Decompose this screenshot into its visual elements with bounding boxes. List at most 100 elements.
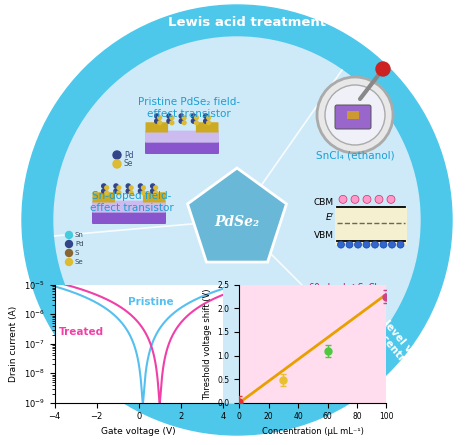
Circle shape xyxy=(207,116,210,120)
Text: Pristine: Pristine xyxy=(128,297,174,307)
Circle shape xyxy=(151,184,155,188)
Text: Treated: Treated xyxy=(59,327,104,337)
FancyBboxPatch shape xyxy=(146,122,168,133)
Circle shape xyxy=(129,186,133,190)
Circle shape xyxy=(167,114,171,118)
Text: Lewis acid treatment: Lewis acid treatment xyxy=(168,16,326,28)
FancyBboxPatch shape xyxy=(145,130,219,143)
Circle shape xyxy=(102,184,106,188)
Circle shape xyxy=(204,119,208,123)
Circle shape xyxy=(179,119,183,123)
Circle shape xyxy=(155,114,159,118)
Circle shape xyxy=(138,189,143,193)
Text: SnCl₄ (ethanol): SnCl₄ (ethanol) xyxy=(316,150,394,160)
Circle shape xyxy=(376,62,390,76)
Circle shape xyxy=(114,184,118,188)
Circle shape xyxy=(158,121,162,125)
Circle shape xyxy=(113,151,121,159)
Circle shape xyxy=(207,121,210,125)
Text: Se: Se xyxy=(124,159,133,169)
Circle shape xyxy=(117,186,121,190)
Bar xyxy=(335,207,407,245)
FancyBboxPatch shape xyxy=(143,192,165,202)
Circle shape xyxy=(397,241,404,248)
Text: Se: Se xyxy=(75,259,83,265)
Text: VBM: VBM xyxy=(314,231,334,240)
Circle shape xyxy=(380,241,387,248)
Text: PdSe₂: PdSe₂ xyxy=(214,215,260,229)
Text: Sn-doped field-
effect transistor: Sn-doped field- effect transistor xyxy=(90,191,174,213)
X-axis label: Concentration (μL mL⁻¹): Concentration (μL mL⁻¹) xyxy=(262,427,364,436)
Circle shape xyxy=(317,77,393,153)
FancyBboxPatch shape xyxy=(347,111,359,119)
FancyBboxPatch shape xyxy=(145,140,219,154)
Y-axis label: Threshold voltage shift (V): Threshold voltage shift (V) xyxy=(203,288,212,400)
Circle shape xyxy=(363,241,370,248)
Circle shape xyxy=(179,114,183,118)
Circle shape xyxy=(204,114,208,118)
Circle shape xyxy=(151,189,155,193)
Circle shape xyxy=(182,121,186,125)
Circle shape xyxy=(126,184,130,188)
Text: Doping level versus
SnCl₄ concentration: Doping level versus SnCl₄ concentration xyxy=(343,283,435,387)
Circle shape xyxy=(154,186,157,190)
Circle shape xyxy=(191,114,196,118)
Circle shape xyxy=(337,241,345,248)
Circle shape xyxy=(351,195,359,203)
Circle shape xyxy=(138,184,143,188)
Circle shape xyxy=(65,240,73,247)
Circle shape xyxy=(170,116,174,120)
FancyBboxPatch shape xyxy=(92,210,166,224)
Text: CBM: CBM xyxy=(314,198,334,206)
Circle shape xyxy=(167,119,171,123)
Circle shape xyxy=(65,259,73,266)
Text: 60 μL·mL⁻¹ SnCl₄: 60 μL·mL⁻¹ SnCl₄ xyxy=(310,283,381,292)
Circle shape xyxy=(194,116,198,120)
Circle shape xyxy=(155,119,159,123)
Circle shape xyxy=(129,191,133,194)
Y-axis label: Drain current (A): Drain current (A) xyxy=(9,306,18,382)
Text: Eᶠ: Eᶠ xyxy=(326,213,334,222)
Text: S: S xyxy=(75,250,79,256)
Circle shape xyxy=(113,160,121,168)
Circle shape xyxy=(325,85,385,145)
Circle shape xyxy=(105,191,109,194)
Circle shape xyxy=(375,195,383,203)
Circle shape xyxy=(65,250,73,256)
Circle shape xyxy=(54,37,420,403)
Circle shape xyxy=(372,241,379,248)
Text: p-type doping
in transistors: p-type doping in transistors xyxy=(54,297,124,379)
Circle shape xyxy=(126,189,130,193)
Circle shape xyxy=(114,189,118,193)
Polygon shape xyxy=(188,168,286,262)
Circle shape xyxy=(102,189,106,193)
Circle shape xyxy=(158,116,162,120)
Circle shape xyxy=(117,191,121,194)
FancyBboxPatch shape xyxy=(196,122,219,133)
Text: Pristine PdSe₂ field-
effect transistor: Pristine PdSe₂ field- effect transistor xyxy=(138,97,240,119)
Circle shape xyxy=(389,241,395,248)
Circle shape xyxy=(194,121,198,125)
Circle shape xyxy=(142,186,146,190)
Text: Pd: Pd xyxy=(124,150,134,159)
Circle shape xyxy=(363,195,371,203)
Circle shape xyxy=(154,191,157,194)
Circle shape xyxy=(182,116,186,120)
Circle shape xyxy=(22,5,452,435)
Text: p-type doping level: p-type doping level xyxy=(304,294,386,303)
X-axis label: Gate voltage (V): Gate voltage (V) xyxy=(101,427,176,436)
Circle shape xyxy=(191,119,196,123)
Text: Pd: Pd xyxy=(75,241,83,247)
Circle shape xyxy=(346,241,353,248)
Circle shape xyxy=(170,121,174,125)
FancyBboxPatch shape xyxy=(92,192,115,202)
Circle shape xyxy=(105,186,109,190)
Circle shape xyxy=(65,231,73,239)
Circle shape xyxy=(355,241,362,248)
Circle shape xyxy=(387,195,395,203)
Circle shape xyxy=(142,191,146,194)
FancyBboxPatch shape xyxy=(335,105,371,129)
Text: Sn: Sn xyxy=(75,232,84,238)
Circle shape xyxy=(339,195,347,203)
FancyBboxPatch shape xyxy=(92,201,166,213)
